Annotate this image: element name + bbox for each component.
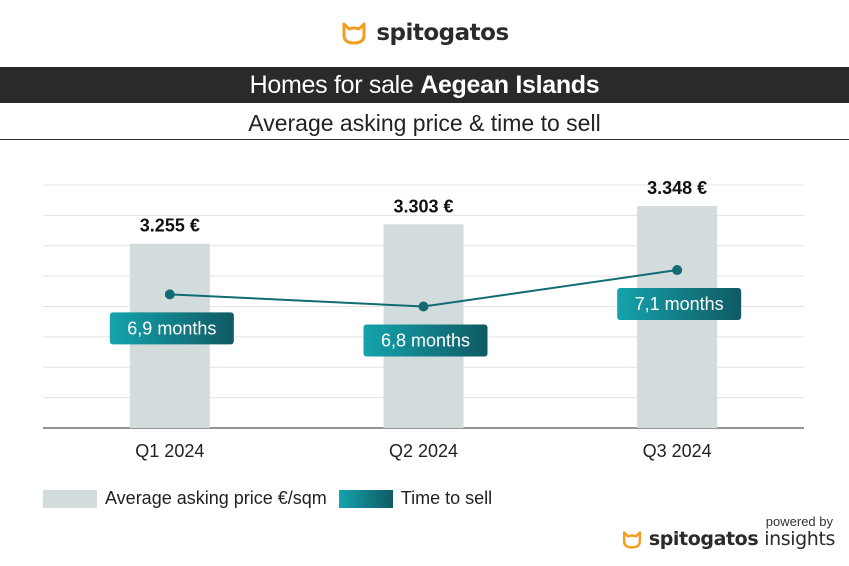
bar-value-label: 3.303 € — [393, 196, 453, 216]
line-point — [672, 265, 683, 276]
legend-label-time: Time to sell — [400, 488, 493, 508]
bar-value-label: 3.348 € — [647, 178, 707, 198]
time-label-pill — [109, 312, 234, 345]
bar-value-label: 3.255 € — [140, 216, 200, 236]
divider — [0, 139, 849, 140]
time-label-pill — [617, 288, 742, 321]
line-point — [418, 301, 429, 312]
footer-brand-light: insights — [764, 528, 835, 550]
legend-swatch-price — [43, 489, 97, 508]
x-tick-label: Q3 2024 — [643, 441, 712, 461]
title-prefix: Homes for sale — [249, 70, 414, 99]
legend-label-price: Average asking price €/sqm — [105, 488, 327, 508]
legend-swatch-time — [338, 489, 393, 508]
legend: Average asking price €/sqm Time to sell — [43, 488, 492, 509]
time-label-text: 6,9 months — [127, 318, 216, 338]
x-tick-label: Q1 2024 — [135, 441, 204, 461]
brand-name: spitogatos — [376, 20, 509, 46]
footer-brand-bold: spitogatos — [648, 528, 759, 550]
title-region: Aegean Islands — [420, 70, 600, 99]
cat-head-icon — [622, 530, 641, 549]
time-label-text: 7,1 months — [635, 294, 724, 314]
time-label-text: 6,8 months — [381, 331, 470, 351]
time-label-pill — [363, 324, 488, 357]
chart-subtitle: Average asking price & time to sell — [248, 109, 601, 136]
x-tick-label: Q2 2024 — [389, 441, 458, 461]
cat-head-icon — [342, 22, 366, 45]
footer-brand: spitogatos insights — [621, 528, 835, 550]
line-point — [164, 289, 175, 300]
page-title: Homes for sale Aegean Islands — [0, 67, 849, 103]
brand-header: spitogatos — [0, 20, 849, 46]
powered-by: powered by — [765, 514, 833, 529]
